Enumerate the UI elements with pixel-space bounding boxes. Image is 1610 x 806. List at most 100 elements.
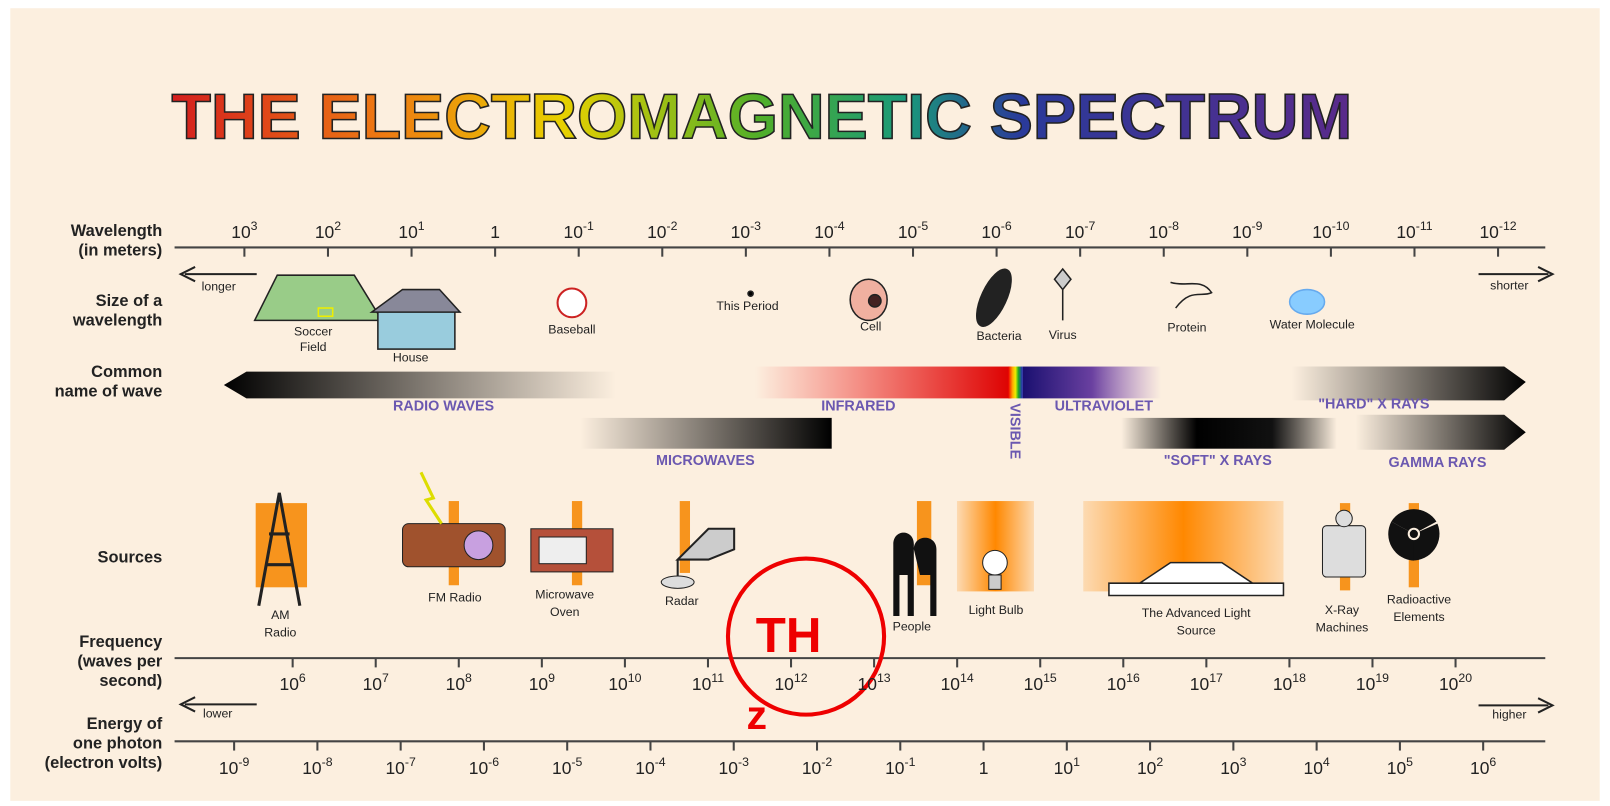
tick-label: 10-6 xyxy=(469,755,500,778)
tick-label: 1018 xyxy=(1273,671,1306,694)
tick-exp: 20 xyxy=(1458,671,1472,685)
wave-name: INFRARED xyxy=(821,399,895,415)
tick-exp: 6 xyxy=(1489,755,1496,769)
tick-exp: -4 xyxy=(655,755,666,769)
tick-exp: -9 xyxy=(1252,219,1263,233)
row-label: Wavelength xyxy=(71,222,162,240)
tick-base: 10 xyxy=(1232,222,1252,242)
annotation-line: z xyxy=(746,692,767,738)
source-label: The Advanced Light xyxy=(1142,606,1251,620)
tick-base: 10 xyxy=(1024,674,1044,694)
size-label: Virus xyxy=(1049,328,1077,342)
row-label: Energy of xyxy=(87,715,163,733)
wave-name: ULTRAVIOLET xyxy=(1055,399,1154,415)
tick-base: 10 xyxy=(1220,758,1240,778)
shape xyxy=(1291,366,1526,401)
tick-base: 10 xyxy=(231,222,251,242)
tick-exp: 5 xyxy=(1406,755,1413,769)
tick-label: 1016 xyxy=(1107,671,1140,694)
tick-label: 10-2 xyxy=(647,219,678,242)
tick-label: 1015 xyxy=(1024,671,1057,694)
shape xyxy=(1121,417,1337,449)
tick-base: 10 xyxy=(1439,674,1459,694)
tick-exp: 10 xyxy=(628,671,642,685)
row-label: second) xyxy=(99,672,162,690)
tick-base: 10 xyxy=(802,758,822,778)
tick-exp: -7 xyxy=(405,755,416,769)
direction-label: higher xyxy=(1492,708,1526,722)
tick-base: 10 xyxy=(858,674,878,694)
tick-label: 10-9 xyxy=(1232,219,1263,242)
tick-exp: -6 xyxy=(488,755,499,769)
row-label: (waves per xyxy=(77,652,162,670)
tick-exp: -5 xyxy=(917,219,928,233)
shape xyxy=(1478,697,1555,714)
shape xyxy=(1108,561,1285,597)
tick-exp: -2 xyxy=(821,755,832,769)
direction-label: lower xyxy=(203,707,232,721)
wave-name: "SOFT" X RAYS xyxy=(1164,453,1272,469)
tick-label: 101 xyxy=(398,219,424,242)
tick-exp: 14 xyxy=(960,671,974,685)
tick-label: 1019 xyxy=(1356,671,1389,694)
shape xyxy=(1478,266,1555,283)
shape xyxy=(660,575,695,589)
tick-exp: -10 xyxy=(1332,219,1350,233)
direction-label: shorter xyxy=(1490,279,1528,293)
tick-label: 10-5 xyxy=(898,219,929,242)
source-label: Radio xyxy=(264,626,296,640)
tick-label: 10-3 xyxy=(719,755,750,778)
wave-name: RADIO WAVES xyxy=(393,399,494,415)
background xyxy=(10,8,1600,801)
source-label: FM Radio xyxy=(428,591,482,605)
source-label: Machines xyxy=(1316,620,1369,634)
tick-exp: -6 xyxy=(1001,219,1012,233)
tick-base: 10 xyxy=(719,758,739,778)
thz-annotation: TH z xyxy=(725,556,887,738)
wave-name: VISIBLE xyxy=(1006,403,1022,459)
tick-base: 10 xyxy=(1273,674,1293,694)
tick-base: 10 xyxy=(885,758,905,778)
shape xyxy=(377,309,456,350)
size-label: Soccer xyxy=(294,325,332,339)
row-label: name of wave xyxy=(55,382,163,400)
tick-base: 10 xyxy=(280,674,300,694)
source-label: X-Ray xyxy=(1325,603,1360,617)
tick-base: 1 xyxy=(979,758,989,778)
tick-base: 10 xyxy=(1303,758,1323,778)
tick-label: 106 xyxy=(280,671,306,694)
tick-exp: 11 xyxy=(711,671,724,685)
tick-base: 10 xyxy=(219,758,239,778)
tick-label: 10-2 xyxy=(802,755,833,778)
tick-base: 10 xyxy=(647,222,667,242)
tick-exp: 1 xyxy=(1073,755,1080,769)
size-label: Cell xyxy=(860,320,881,334)
tick-label: 10-7 xyxy=(385,755,416,778)
tick-exp: 15 xyxy=(1043,671,1057,685)
tick-exp: -3 xyxy=(750,219,761,233)
tick-exp: 7 xyxy=(382,671,389,685)
tick-exp: 2 xyxy=(1156,755,1163,769)
tick-base: 10 xyxy=(385,758,405,778)
tick-base: 1 xyxy=(490,222,500,242)
tick-label: 1013 xyxy=(858,671,891,694)
tick-base: 10 xyxy=(446,674,466,694)
wave-name: MICROWAVES xyxy=(656,453,755,469)
tick-label: 102 xyxy=(1137,755,1163,778)
tick-base: 10 xyxy=(635,758,655,778)
tick-label: 105 xyxy=(1387,755,1413,778)
source-label: Microwave xyxy=(535,588,594,602)
size-label: Baseball xyxy=(548,323,595,337)
source-label: Radioactive xyxy=(1387,593,1451,607)
source-label: Radar xyxy=(665,594,699,608)
tick-label: 10-9 xyxy=(219,755,250,778)
tick-exp: -11 xyxy=(1416,219,1433,233)
tick-base: 10 xyxy=(981,222,1001,242)
tick-base: 10 xyxy=(1312,222,1332,242)
shape xyxy=(976,268,1012,327)
tick-label: 10-11 xyxy=(1396,219,1432,242)
tick-label: 10-8 xyxy=(302,755,333,778)
source-label: Source xyxy=(1177,624,1216,638)
tick-base: 10 xyxy=(1107,674,1127,694)
shape xyxy=(178,266,257,283)
